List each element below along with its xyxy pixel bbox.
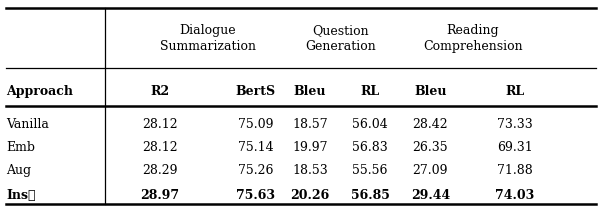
- Text: BertS: BertS: [236, 85, 276, 98]
- Text: 56.04: 56.04: [352, 117, 388, 131]
- Text: Ins★: Ins★: [6, 188, 36, 202]
- Text: 75.26: 75.26: [238, 164, 273, 177]
- Text: Aug: Aug: [6, 164, 31, 177]
- Text: 29.44: 29.44: [411, 188, 450, 202]
- Text: 18.57: 18.57: [292, 117, 328, 131]
- Text: 55.56: 55.56: [353, 164, 388, 177]
- Text: 28.29: 28.29: [142, 164, 177, 177]
- Text: 26.35: 26.35: [412, 141, 448, 154]
- Text: 75.14: 75.14: [238, 141, 274, 154]
- Text: Vanilla: Vanilla: [6, 117, 49, 131]
- Text: 56.85: 56.85: [351, 188, 389, 202]
- Text: 74.03: 74.03: [495, 188, 535, 202]
- Text: Question
Generation: Question Generation: [305, 24, 376, 53]
- Text: 18.53: 18.53: [292, 164, 328, 177]
- Text: Emb: Emb: [6, 141, 35, 154]
- Text: Dialogue
Summarization: Dialogue Summarization: [160, 24, 256, 53]
- Text: 71.88: 71.88: [497, 164, 533, 177]
- Text: 69.31: 69.31: [497, 141, 533, 154]
- Text: 19.97: 19.97: [293, 141, 327, 154]
- Text: Reading
Comprehension: Reading Comprehension: [423, 24, 523, 53]
- Text: 73.33: 73.33: [497, 117, 533, 131]
- Text: 56.83: 56.83: [352, 141, 388, 154]
- Text: 28.97: 28.97: [140, 188, 179, 202]
- Text: RL: RL: [505, 85, 524, 98]
- Text: Bleu: Bleu: [414, 85, 447, 98]
- Text: 28.42: 28.42: [412, 117, 448, 131]
- Text: 75.63: 75.63: [237, 188, 275, 202]
- Text: 75.09: 75.09: [238, 117, 273, 131]
- Text: R2: R2: [150, 85, 169, 98]
- Text: 27.09: 27.09: [413, 164, 448, 177]
- Text: RL: RL: [361, 85, 380, 98]
- Text: Approach: Approach: [6, 85, 73, 98]
- Text: 28.12: 28.12: [141, 117, 178, 131]
- Text: 20.26: 20.26: [290, 188, 330, 202]
- Text: Bleu: Bleu: [294, 85, 326, 98]
- Text: 28.12: 28.12: [141, 141, 178, 154]
